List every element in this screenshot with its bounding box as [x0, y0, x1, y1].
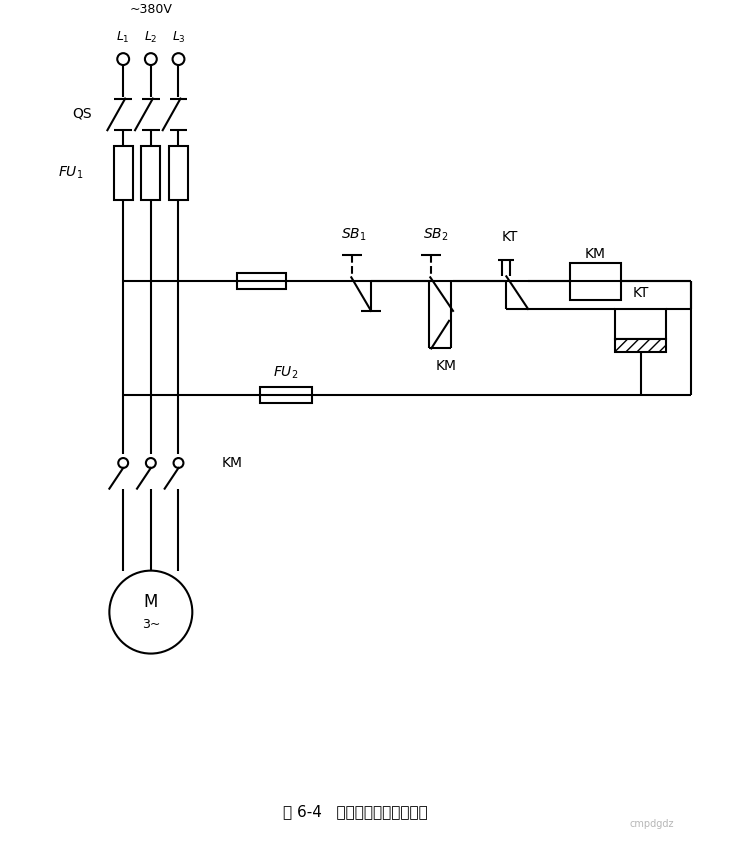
Text: $FU_2$: $FU_2$	[273, 365, 299, 381]
Bar	[261, 387, 312, 402]
Text: KT: KT	[632, 286, 649, 300]
Text: KM: KM	[222, 456, 243, 470]
Circle shape	[146, 458, 155, 468]
Text: KM: KM	[436, 360, 457, 373]
Circle shape	[173, 53, 185, 65]
Text: $L_2$: $L_2$	[144, 29, 158, 45]
Bar	[114, 146, 133, 200]
Bar	[169, 146, 188, 200]
Text: QS: QS	[72, 106, 92, 120]
Text: 3~: 3~	[142, 618, 160, 632]
Circle shape	[145, 53, 157, 65]
Circle shape	[110, 571, 192, 653]
Text: KT: KT	[502, 230, 518, 244]
Circle shape	[173, 458, 183, 468]
Text: $FU_1$: $FU_1$	[59, 165, 83, 181]
Text: $SB_1$: $SB_1$	[342, 226, 367, 243]
Bar	[615, 309, 666, 338]
Text: cmpdgdz: cmpdgdz	[629, 819, 674, 829]
Text: $L_1$: $L_1$	[116, 29, 130, 45]
Bar	[237, 274, 286, 289]
Text: KM: KM	[585, 247, 606, 261]
Bar	[615, 338, 666, 353]
Circle shape	[118, 458, 128, 468]
Text: $SB_2$: $SB_2$	[424, 226, 449, 243]
Text: 图 6-4   单台电动机的延时控制: 图 6-4 单台电动机的延时控制	[283, 804, 427, 819]
Text: ~380V: ~380V	[129, 3, 172, 16]
Bar	[141, 146, 160, 200]
Bar	[569, 263, 621, 300]
Text: M: M	[143, 594, 158, 611]
Text: $L_3$: $L_3$	[171, 29, 185, 45]
Circle shape	[117, 53, 129, 65]
